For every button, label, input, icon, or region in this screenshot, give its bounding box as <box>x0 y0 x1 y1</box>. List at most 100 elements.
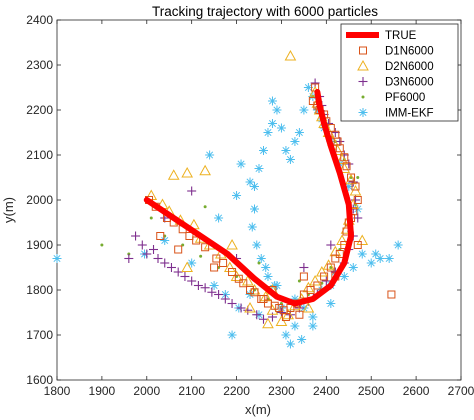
point-d1n6000 <box>201 243 210 252</box>
point-d3n6000 <box>236 303 246 313</box>
point-d2n6000 <box>284 49 297 61</box>
point-d1n6000 <box>351 182 360 191</box>
point-d1n6000 <box>270 301 279 310</box>
x-tick-label: 2600 <box>403 384 430 398</box>
point-d1n6000 <box>331 254 340 263</box>
point-d2n6000 <box>244 301 256 313</box>
point-d3n6000 <box>220 294 230 304</box>
legend-swatch-d1n6000 <box>359 46 367 55</box>
point-imm-ekf <box>263 128 273 137</box>
y-tick-label: 2100 <box>26 148 53 162</box>
point-imm-ekf <box>252 240 262 250</box>
point-d1n6000 <box>185 232 194 240</box>
point-d2n6000 <box>199 164 211 176</box>
point-imm-ekf <box>375 254 385 263</box>
legend-label-d1n6000: D1N6000 <box>385 46 434 58</box>
legend-label-d2n6000: D2N6000 <box>385 61 434 73</box>
point-imm-ekf <box>209 281 219 290</box>
point-d2n6000 <box>309 274 321 286</box>
point-imm-ekf <box>285 339 295 349</box>
point-d1n6000 <box>313 281 322 290</box>
point-pf6000 <box>149 216 153 220</box>
point-d1n6000 <box>353 196 362 204</box>
point-imm-ekf <box>384 254 394 263</box>
x-tick-label: 2400 <box>313 384 340 398</box>
point-d2n6000 <box>241 274 254 286</box>
point-d3n6000 <box>326 240 336 250</box>
point-d1n6000 <box>387 290 396 299</box>
point-d2n6000 <box>262 317 274 329</box>
point-d1n6000 <box>299 290 308 299</box>
x-tick-label: 2000 <box>133 384 160 398</box>
y-tick-label: 1900 <box>26 238 53 252</box>
y-tick-label: 2300 <box>26 58 53 72</box>
point-imm-ekf <box>250 182 260 191</box>
point-d2n6000 <box>167 169 180 180</box>
legend-swatch-pf6000 <box>361 95 365 99</box>
legend-label-d3n6000: D3N6000 <box>385 77 434 89</box>
point-imm-ekf <box>290 321 300 331</box>
point-d1n6000 <box>335 250 344 258</box>
point-imm-ekf <box>308 321 318 331</box>
x-axis-label: x(m) <box>245 402 271 417</box>
point-imm-ekf <box>258 146 268 155</box>
point-d1n6000 <box>320 272 329 281</box>
point-pf6000 <box>203 205 207 209</box>
x-tick-label: 2100 <box>178 384 205 398</box>
point-d2n6000 <box>226 238 238 250</box>
point-d2n6000 <box>181 166 194 178</box>
point-d3n6000 <box>153 254 163 263</box>
point-d1n6000 <box>306 286 315 294</box>
point-d2n6000 <box>315 265 328 277</box>
point-d1n6000 <box>192 236 201 245</box>
point-d3n6000 <box>187 276 197 286</box>
legend-swatch-d3n6000 <box>358 77 368 86</box>
point-d1n6000 <box>239 279 248 288</box>
point-d3n6000 <box>193 281 203 290</box>
point-d1n6000 <box>281 313 290 321</box>
point-imm-ekf <box>326 299 336 308</box>
point-d3n6000 <box>160 258 170 268</box>
point-imm-ekf <box>187 258 197 268</box>
point-d1n6000 <box>156 232 165 240</box>
point-d1n6000 <box>234 274 243 283</box>
point-d3n6000 <box>180 272 190 281</box>
y-tick-label: 1600 <box>26 373 53 387</box>
point-imm-ekf <box>227 330 237 340</box>
legend-label-pf6000: PF6000 <box>385 92 425 104</box>
point-d3n6000 <box>149 245 159 254</box>
point-d3n6000 <box>124 254 134 263</box>
point-d2n6000 <box>248 283 261 295</box>
point-d1n6000 <box>212 254 221 263</box>
point-d3n6000 <box>227 299 237 308</box>
point-d3n6000 <box>131 231 141 241</box>
point-imm-ekf <box>297 335 307 344</box>
legend-swatch-imm-ekf <box>358 108 368 117</box>
point-imm-ekf <box>205 150 215 160</box>
x-tick-label: 2500 <box>358 384 385 398</box>
point-imm-ekf <box>303 83 313 92</box>
point-d1n6000 <box>331 130 340 139</box>
point-d2n6000 <box>181 261 194 272</box>
point-imm-ekf <box>267 96 277 106</box>
point-imm-ekf <box>250 204 260 214</box>
legend: TRUE D1N6000 D2N6000 D3N6000 PF6000 IMM-EKF <box>340 23 459 122</box>
x-tick-label: 2700 <box>448 384 474 398</box>
point-imm-ekf <box>247 222 257 232</box>
point-imm-ekf <box>214 213 224 223</box>
series-true-line <box>143 89 355 307</box>
point-d3n6000 <box>321 276 331 286</box>
point-d1n6000 <box>295 310 304 319</box>
point-imm-ekf <box>348 263 358 272</box>
y-axis-label: y(m) <box>1 197 16 223</box>
point-imm-ekf <box>263 272 273 281</box>
point-d3n6000 <box>187 186 197 196</box>
point-d2n6000 <box>329 245 342 257</box>
point-pf6000 <box>356 176 360 179</box>
point-d3n6000 <box>299 263 309 272</box>
point-imm-ekf <box>357 249 367 259</box>
point-d1n6000 <box>353 241 362 249</box>
x-tick-label: 2200 <box>223 384 250 398</box>
point-imm-ekf <box>393 240 403 250</box>
point-imm-ekf <box>339 272 349 281</box>
